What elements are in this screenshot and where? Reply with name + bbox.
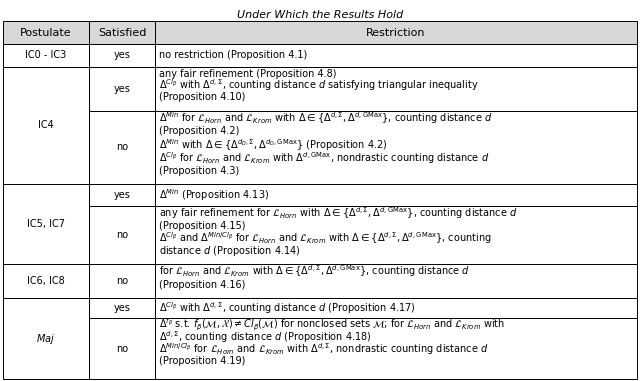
Text: any fair refinement (Proposition 4.8): any fair refinement (Proposition 4.8): [159, 69, 337, 78]
Text: (Proposition 4.19): (Proposition 4.19): [159, 356, 246, 367]
Bar: [156, 67, 637, 111]
Text: any fair refinement for $\mathcal{L}_{Horn}$ with $\Delta \in \{\Delta^{d,\Sigma: any fair refinement for $\mathcal{L}_{Ho…: [159, 205, 518, 221]
Text: (Proposition 4.3): (Proposition 4.3): [159, 166, 239, 176]
Bar: [89, 264, 156, 298]
Text: $\Delta^{Min}$ with $\Delta \in \{\Delta^{d_D,\Sigma}, \Delta^{d_D,\mathrm{GMax}: $\Delta^{Min}$ with $\Delta \in \{\Delta…: [159, 137, 387, 153]
Text: yes: yes: [113, 303, 131, 313]
Bar: [156, 206, 637, 264]
Text: (Proposition 4.16): (Proposition 4.16): [159, 280, 246, 290]
Text: yes: yes: [113, 84, 131, 94]
Bar: [89, 184, 156, 206]
Text: $\Delta^{Cl_\beta}$ with $\Delta^{d,\Sigma}$, counting distance $d$ (Proposition: $\Delta^{Cl_\beta}$ with $\Delta^{d,\Sig…: [159, 300, 416, 316]
Bar: [156, 264, 637, 298]
Text: no: no: [116, 276, 128, 286]
Text: (Proposition 4.2): (Proposition 4.2): [159, 126, 239, 136]
Text: distance $d$ (Proposition 4.14): distance $d$ (Proposition 4.14): [159, 245, 301, 258]
Text: for $\mathcal{L}_{Horn}$ and $\mathcal{L}_{Krom}$ with $\Delta \in \{\Delta^{d,\: for $\mathcal{L}_{Horn}$ and $\mathcal{L…: [159, 263, 470, 279]
Bar: [89, 21, 156, 44]
Bar: [3, 264, 89, 298]
Bar: [156, 318, 637, 379]
Bar: [156, 44, 637, 67]
Text: (Proposition 4.15): (Proposition 4.15): [159, 221, 246, 231]
Text: Under Which the Results Hold: Under Which the Results Hold: [237, 10, 403, 19]
Bar: [3, 44, 89, 67]
Text: yes: yes: [113, 50, 131, 61]
Text: no restriction (Proposition 4.1): no restriction (Proposition 4.1): [159, 50, 307, 61]
Bar: [156, 21, 637, 44]
Bar: [3, 298, 89, 379]
Text: no: no: [116, 344, 128, 354]
Text: no: no: [116, 230, 128, 240]
Text: IC6, IC8: IC6, IC8: [27, 276, 65, 286]
Bar: [3, 21, 89, 44]
Bar: [89, 298, 156, 318]
Bar: [3, 184, 89, 264]
Text: $\Delta^{Cl_\beta}$ for $\mathcal{L}_{Horn}$ and $\mathcal{L}_{Krom}$ with $\Del: $\Delta^{Cl_\beta}$ for $\mathcal{L}_{Ho…: [159, 150, 490, 166]
Text: $\Delta^{f_\beta}$ s.t. $f_\beta(\mathcal{M}, \mathcal{X}) \neq Cl_\beta(\mathca: $\Delta^{f_\beta}$ s.t. $f_\beta(\mathca…: [159, 317, 505, 333]
Bar: [89, 67, 156, 111]
Text: $\Delta^{d,\Sigma}$, counting distance $d$ (Proposition 4.18): $\Delta^{d,\Sigma}$, counting distance $…: [159, 329, 372, 345]
Text: IC4: IC4: [38, 120, 54, 130]
Bar: [156, 111, 637, 184]
Bar: [89, 318, 156, 379]
Text: Restriction: Restriction: [366, 27, 426, 38]
Text: (Proposition 4.10): (Proposition 4.10): [159, 92, 246, 102]
Text: $\Delta^{Min}$ for $\mathcal{L}_{Horn}$ and $\mathcal{L}_{Krom}$ with $\Delta \i: $\Delta^{Min}$ for $\mathcal{L}_{Horn}$ …: [159, 110, 493, 126]
Text: $\Delta^{Cl_\beta}$ and $\Delta^{Min/Cl_\beta}$ for $\mathcal{L}_{Horn}$ and $\m: $\Delta^{Cl_\beta}$ and $\Delta^{Min/Cl_…: [159, 231, 492, 247]
Text: no: no: [116, 142, 128, 152]
Text: Postulate: Postulate: [20, 27, 72, 38]
Text: $\Delta^{Min}$ (Proposition 4.13): $\Delta^{Min}$ (Proposition 4.13): [159, 187, 269, 203]
Bar: [156, 184, 637, 206]
Bar: [89, 111, 156, 184]
Text: IC0 - IC3: IC0 - IC3: [26, 50, 67, 61]
Bar: [89, 44, 156, 67]
Text: $\Delta^{Cl_\beta}$ with $\Delta^{d,\Sigma}$, counting distance $d$ satisfying t: $\Delta^{Cl_\beta}$ with $\Delta^{d,\Sig…: [159, 77, 479, 93]
Text: $\Delta^{Min/Cl_\beta}$ for $\mathcal{L}_{Horn}$ and $\mathcal{L}_{Krom}$ with $: $\Delta^{Min/Cl_\beta}$ for $\mathcal{L}…: [159, 341, 489, 357]
Bar: [3, 67, 89, 184]
Text: yes: yes: [113, 190, 131, 200]
Text: IC5, IC7: IC5, IC7: [27, 219, 65, 229]
Text: $Maj$: $Maj$: [36, 331, 56, 346]
Text: Satisfied: Satisfied: [98, 27, 146, 38]
Bar: [89, 206, 156, 264]
Bar: [156, 298, 637, 318]
